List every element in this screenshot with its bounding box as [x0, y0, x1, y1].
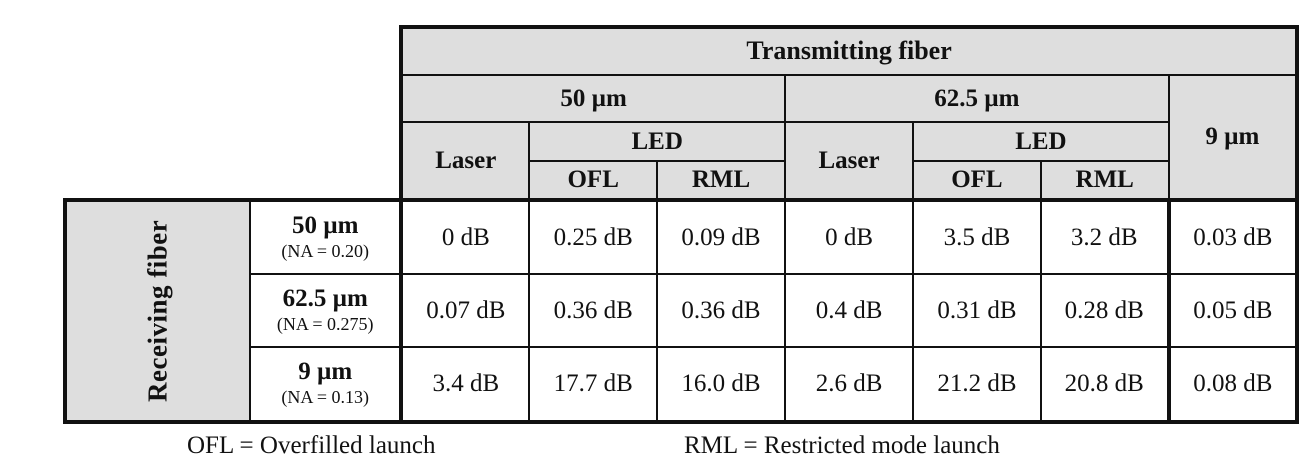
- table-cell: 0.28 dB: [1039, 273, 1170, 348]
- table-cell: 0.31 dB: [912, 273, 1042, 348]
- table-cell: 0 dB: [399, 198, 531, 275]
- rx-fiber-size: 9 µm: [298, 358, 353, 386]
- table-cell: 0.05 dB: [1166, 273, 1299, 348]
- rx-fiber-size: 50 µm: [291, 211, 359, 239]
- table-cell: 0.09 dB: [655, 198, 786, 275]
- table-cell: 0 dB: [783, 198, 915, 275]
- corner-blank-3: [65, 122, 401, 161]
- table-cell: 3.5 dB: [912, 198, 1042, 275]
- table-cell: 0.03 dB: [1166, 198, 1299, 275]
- table-cell: 3.2 dB: [1039, 198, 1170, 275]
- receiving-fiber-header: Receiving fiber: [62, 198, 252, 424]
- tx-50um-laser-header: Laser: [399, 121, 531, 201]
- rx-62-5um-row-header: 62.5 µm (NA = 0.275): [249, 273, 403, 348]
- table-cell: 0.08 dB: [1166, 346, 1299, 424]
- tx-62-5um-led-header: LED: [912, 121, 1170, 162]
- table-row: Receiving fiber 50 µm (NA = 0.20) 0 dB 0…: [62, 198, 1299, 424]
- fiber-loss-table: Transmitting fiber 50 µm 62.5 µm 9 µm La…: [62, 25, 1299, 424]
- tx-9um-header: 9 µm: [1167, 74, 1299, 201]
- tx-50um-header: 50 µm: [399, 74, 786, 123]
- table-cell: 17.7 dB: [528, 346, 658, 424]
- table-row: 9 µm (NA = 0.13) 3.4 dB 17.7 dB 16.0 dB …: [65, 346, 1299, 424]
- corner-blank-2: [65, 75, 401, 122]
- rx-9um-row-header: 9 µm (NA = 0.13): [249, 346, 403, 424]
- ofl-footnote: OFL = Overfilled launch: [187, 432, 436, 459]
- tx-50um-ofl-header: OFL: [528, 160, 658, 201]
- table-cell: 21.2 dB: [912, 346, 1042, 424]
- table-cell: 20.8 dB: [1039, 346, 1170, 424]
- tx-62-5um-rml-header: RML: [1039, 160, 1170, 201]
- table-cell: 0.36 dB: [655, 273, 786, 348]
- rml-footnote: RML = Restricted mode launch: [684, 432, 1000, 459]
- receiving-fiber-label: Receiving fiber: [142, 219, 173, 403]
- table-cell: 0.4 dB: [783, 273, 915, 348]
- tx-50um-led-header: LED: [528, 121, 786, 162]
- rx-numerical-aperture: (NA = 0.275): [276, 313, 374, 334]
- corner-blank-4: [65, 161, 401, 200]
- rx-fiber-size: 62.5 µm: [282, 284, 368, 312]
- rx-numerical-aperture: (NA = 0.13): [281, 387, 370, 408]
- table-cell: 16.0 dB: [655, 346, 786, 424]
- tx-50um-rml-header: RML: [655, 160, 786, 201]
- tx-62-5um-header: 62.5 µm: [783, 74, 1170, 123]
- table-row: 62.5 µm (NA = 0.275) 0.07 dB 0.36 dB 0.3…: [65, 273, 1299, 348]
- rx-50um-row-header: 50 µm (NA = 0.20): [249, 198, 403, 275]
- transmitting-fiber-header: Transmitting fiber: [399, 25, 1299, 76]
- corner-blank: [65, 27, 401, 75]
- table-cell: 3.4 dB: [399, 346, 531, 424]
- tx-62-5um-laser-header: Laser: [783, 121, 915, 201]
- table-cell: 0.25 dB: [528, 198, 658, 275]
- table-cell: 2.6 dB: [783, 346, 915, 424]
- rx-numerical-aperture: (NA = 0.20): [281, 240, 370, 261]
- table-cell: 0.07 dB: [399, 273, 531, 348]
- table-cell: 0.36 dB: [528, 273, 658, 348]
- tx-62-5um-ofl-header: OFL: [912, 160, 1042, 201]
